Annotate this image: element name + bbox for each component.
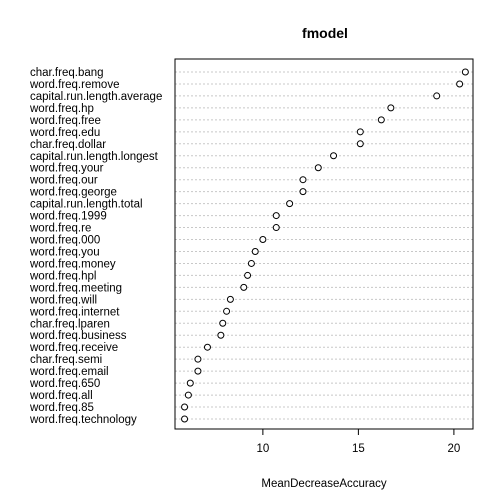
category-label: capital.run.length.longest [30, 151, 159, 163]
category-label: word.freq.edu [29, 127, 100, 139]
data-point [226, 295, 234, 303]
data-point [286, 200, 294, 208]
plot-frame [174, 58, 474, 430]
data-point [217, 331, 225, 339]
x-tick-label: 10 [256, 443, 269, 455]
data-point [461, 68, 469, 76]
category-label: word.freq.money [29, 258, 116, 270]
data-point [219, 319, 227, 327]
x-tick-label: 15 [352, 443, 365, 455]
data-point [251, 247, 259, 255]
category-label: word.freq.you [29, 246, 100, 258]
data-point [181, 415, 189, 423]
category-label: char.freq.bang [30, 67, 104, 79]
data-point [387, 104, 395, 112]
data-point [330, 152, 338, 160]
data-point [240, 283, 248, 291]
category-label: char.freq.lparen [30, 318, 110, 330]
category-label: capital.run.length.total [30, 199, 143, 211]
category-label: word.freq.meeting [29, 282, 122, 294]
data-point [184, 391, 192, 399]
data-point [203, 343, 211, 351]
data-point [223, 307, 231, 315]
category-label: word.freq.1999 [29, 211, 107, 223]
data-point [247, 259, 255, 267]
category-label: word.freq.free [29, 115, 101, 127]
data-point [186, 379, 194, 387]
x-axis: 10 15 20 [256, 429, 460, 455]
category-label: word.freq.technology [29, 414, 137, 426]
category-label: word.freq.650 [29, 378, 100, 390]
category-label: word.freq.receive [29, 342, 118, 354]
chart-title: fmodel [302, 25, 348, 41]
data-points [181, 68, 469, 423]
category-label: word.freq.george [29, 187, 117, 199]
category-label: char.freq.semi [30, 354, 102, 366]
data-point [314, 164, 322, 172]
gridlines [175, 71, 473, 420]
category-label: word.freq.85 [29, 402, 94, 414]
data-point [433, 92, 441, 100]
category-label: word.freq.your [29, 163, 104, 175]
category-label: word.freq.remove [29, 79, 119, 91]
data-point [194, 367, 202, 375]
category-label: word.freq.000 [29, 235, 100, 247]
category-label: word.freq.business [29, 330, 127, 342]
category-labels: char.freq.bangword.freq.removecapital.ru… [29, 67, 162, 426]
category-label: word.freq.all [29, 390, 93, 402]
x-axis-label: MeanDecreaseAccuracy [261, 478, 387, 490]
category-label: word.freq.email [29, 366, 109, 378]
data-point [299, 176, 307, 184]
data-point [456, 80, 464, 88]
category-label: word.freq.will [29, 294, 97, 306]
x-tick-label: 20 [447, 443, 460, 455]
category-label: word.freq.our [29, 175, 98, 187]
data-point [356, 140, 364, 148]
category-label: capital.run.length.average [30, 91, 162, 103]
category-label: word.freq.internet [29, 306, 120, 318]
data-point [181, 403, 189, 411]
data-point [272, 224, 280, 232]
data-point [259, 236, 267, 244]
data-point [272, 212, 280, 220]
category-label: char.freq.dollar [30, 139, 106, 151]
data-point [194, 355, 202, 363]
data-point [299, 188, 307, 196]
data-point [244, 271, 252, 279]
data-point [377, 116, 385, 124]
category-label: word.freq.re [29, 223, 91, 235]
category-label: word.freq.hpl [29, 270, 96, 282]
category-label: word.freq.hp [29, 103, 94, 115]
data-point [356, 128, 364, 136]
